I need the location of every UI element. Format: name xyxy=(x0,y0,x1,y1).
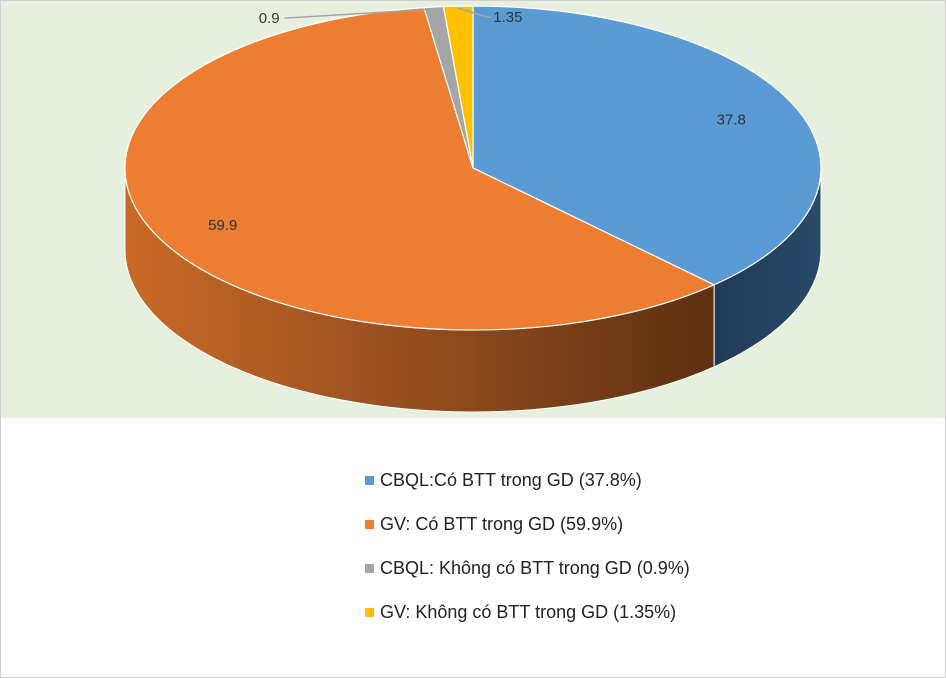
pie-slice xyxy=(442,5,474,169)
pie-leader-line xyxy=(284,8,434,19)
legend-swatch xyxy=(365,607,374,617)
pie-data-label: 37.8 xyxy=(717,112,746,129)
legend-swatch xyxy=(365,475,374,485)
pie-slice xyxy=(124,6,716,331)
legend-label: GV: Có BTT trong GD (59.9%) xyxy=(380,513,624,534)
pie-data-label: 1.35 xyxy=(493,9,522,26)
pie-slice xyxy=(472,5,822,286)
legend-label: CBQL: Không có BTT trong GD (0.9%) xyxy=(380,557,690,578)
pie-leader-line xyxy=(458,7,492,18)
chart-legend: CBQL:Có BTT trong GD (37.8%) GV: Có BTT … xyxy=(365,458,690,634)
legend-label: GV: Không có BTT trong GD (1.35%) xyxy=(380,601,677,622)
legend-item: CBQL:Có BTT trong GD (37.8%) xyxy=(365,458,690,502)
legend-item: CBQL: Không có BTT trong GD (0.9%) xyxy=(365,546,690,590)
legend-label: CBQL:Có BTT trong GD (37.8%) xyxy=(380,469,642,490)
legend-item: GV: Không có BTT trong GD (1.35%) xyxy=(365,590,690,634)
pie-data-label: 0.9 xyxy=(259,10,280,27)
legend-item: GV: Có BTT trong GD (59.9%) xyxy=(365,502,690,546)
pie-data-label: 59.9 xyxy=(208,217,237,234)
legend-swatch xyxy=(365,519,374,529)
legend-swatch xyxy=(365,563,374,573)
